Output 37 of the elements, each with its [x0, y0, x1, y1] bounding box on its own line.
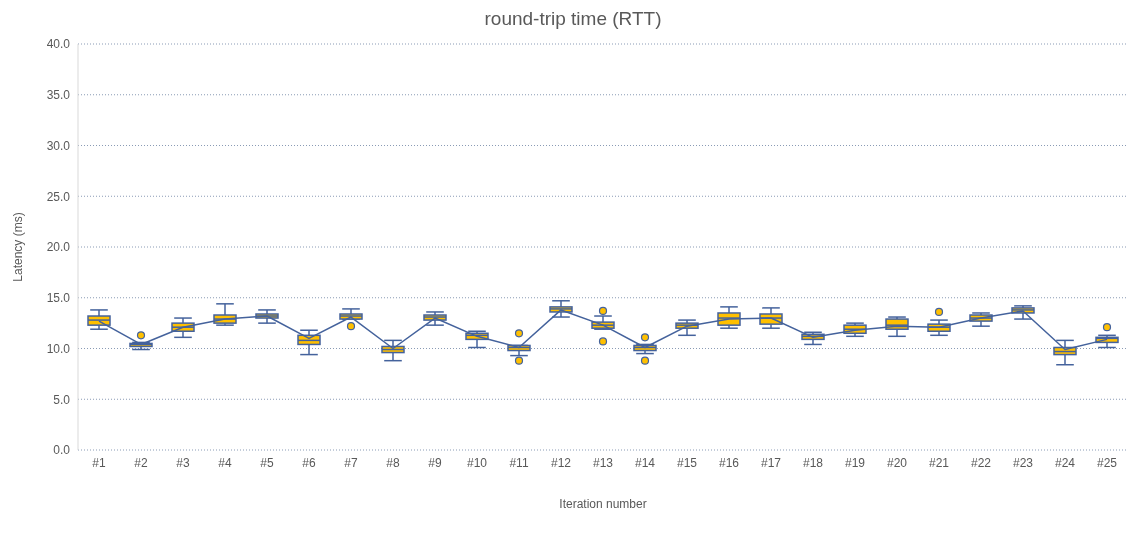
- y-tick-label: 5.0: [53, 392, 71, 407]
- y-tick-label: 35.0: [46, 88, 71, 103]
- x-axis-title: Iteration number: [559, 497, 647, 511]
- chart-title: round-trip time (RTT): [483, 8, 663, 30]
- y-tick-label: 15.0: [46, 291, 71, 306]
- x-tick-label: #5: [260, 455, 274, 470]
- y-tick-label: 40.0: [46, 37, 71, 52]
- x-tick-label: #1: [92, 455, 106, 470]
- x-tick-label: #18: [802, 455, 824, 470]
- y-axis-title: Latency (ms): [11, 212, 26, 282]
- x-tick-label: #9: [428, 455, 442, 470]
- x-tick-label: #22: [970, 455, 992, 470]
- y-tick-label: 0.0: [53, 443, 71, 458]
- x-tick-label: #25: [1096, 455, 1118, 470]
- x-tick-label: #10: [466, 455, 488, 470]
- x-tick-label: #19: [844, 455, 866, 470]
- x-tick-label: #8: [386, 455, 400, 470]
- x-tick-label: #15: [676, 455, 698, 470]
- x-tick-label: #4: [218, 455, 232, 470]
- x-tick-label: #13: [592, 455, 614, 470]
- x-tick-label: #7: [344, 455, 358, 470]
- y-tick-label: 30.0: [46, 138, 71, 153]
- x-tick-label: #3: [176, 455, 190, 470]
- x-tick-label: #16: [718, 455, 740, 470]
- x-tick-label: #14: [634, 455, 656, 470]
- y-tick-label: 20.0: [46, 240, 71, 255]
- x-tick-label: #11: [509, 455, 529, 470]
- x-tick-label: #20: [886, 455, 908, 470]
- x-tick-label: #17: [760, 455, 782, 470]
- x-tick-label: #12: [550, 455, 572, 470]
- x-tick-label: #23: [1012, 455, 1034, 470]
- x-tick-label: #24: [1054, 455, 1076, 470]
- x-tick-label: #2: [134, 455, 148, 470]
- x-tick-label: #21: [928, 455, 950, 470]
- y-tick-label: 25.0: [46, 189, 71, 204]
- y-tick-label: 10.0: [46, 341, 71, 356]
- x-tick-label: #6: [302, 455, 316, 470]
